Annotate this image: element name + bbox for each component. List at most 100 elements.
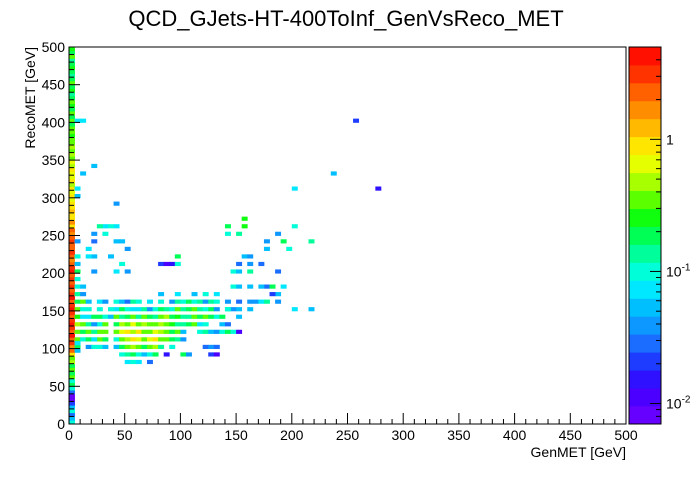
heatmap-cell bbox=[236, 299, 243, 304]
heatmap-cell bbox=[224, 224, 231, 229]
heatmap-cell bbox=[69, 344, 75, 349]
heatmap-cell bbox=[74, 307, 81, 312]
heatmap-cell bbox=[152, 352, 159, 357]
heatmap-cell bbox=[152, 344, 159, 349]
heatmap-cell bbox=[69, 246, 75, 251]
heatmap-cell bbox=[174, 292, 181, 297]
heatmap-cell bbox=[69, 186, 75, 191]
heatmap-cell bbox=[113, 314, 120, 319]
heatmap-cell bbox=[69, 58, 75, 63]
heatmap-cell bbox=[74, 348, 81, 353]
heatmap-cell bbox=[275, 292, 282, 297]
heatmap-cell bbox=[213, 344, 220, 349]
heatmap-cell bbox=[241, 254, 248, 259]
heatmap-cell bbox=[124, 269, 131, 274]
heatmap-cell bbox=[91, 322, 98, 327]
color-scale-segment bbox=[629, 352, 661, 371]
heatmap-cell bbox=[185, 307, 192, 312]
heatmap-cell bbox=[69, 416, 75, 421]
heatmap-cell bbox=[102, 299, 109, 304]
heatmap-cell bbox=[69, 397, 75, 402]
heatmap-cell bbox=[107, 314, 114, 319]
heatmap-cell bbox=[69, 295, 75, 300]
heatmap-cell bbox=[163, 352, 170, 357]
heatmap-cell bbox=[80, 171, 87, 176]
heatmap-cell bbox=[263, 284, 270, 289]
heatmap-cell bbox=[197, 322, 204, 327]
color-scale-segment bbox=[629, 298, 661, 317]
heatmap-cell bbox=[141, 352, 148, 357]
heatmap-cell bbox=[69, 175, 75, 180]
heatmap-cell bbox=[69, 201, 75, 206]
heatmap-cell bbox=[141, 344, 148, 349]
heatmap-cell bbox=[213, 314, 220, 319]
heatmap-cell bbox=[113, 337, 120, 342]
heatmap-cell bbox=[135, 337, 142, 342]
heatmap-cell bbox=[286, 246, 293, 251]
heatmap-cell bbox=[158, 344, 165, 349]
heatmap-cell bbox=[69, 107, 75, 112]
heatmap-cell bbox=[69, 103, 75, 108]
heatmap-cell bbox=[152, 322, 159, 327]
heatmap-cell bbox=[258, 299, 265, 304]
heatmap-cell bbox=[141, 329, 148, 334]
heatmap-cell bbox=[69, 303, 75, 308]
heatmap-cell bbox=[74, 337, 81, 342]
heatmap-cell bbox=[236, 284, 243, 289]
heatmap-cell bbox=[141, 322, 148, 327]
heatmap-cell bbox=[91, 329, 98, 334]
heatmap-cell bbox=[74, 186, 81, 191]
heatmap-cell bbox=[135, 322, 142, 327]
heatmap-cell bbox=[375, 186, 382, 191]
heatmap-cell bbox=[69, 209, 75, 214]
color-scale-segment bbox=[629, 262, 661, 281]
heatmap-cell bbox=[158, 307, 165, 312]
heatmap-cell bbox=[107, 254, 114, 259]
heatmap-cell bbox=[202, 329, 209, 334]
heatmap-cell bbox=[91, 231, 98, 236]
heatmap-cell bbox=[91, 344, 98, 349]
heatmap-cell bbox=[80, 314, 87, 319]
heatmap-cell bbox=[119, 337, 126, 342]
heatmap-cell bbox=[135, 352, 142, 357]
heatmap-cell bbox=[308, 239, 315, 244]
heatmap-cell bbox=[69, 122, 75, 127]
heatmap-cell bbox=[230, 284, 237, 289]
heatmap-cell bbox=[191, 299, 198, 304]
heatmap-cell bbox=[69, 137, 75, 142]
heatmap-cell bbox=[169, 322, 176, 327]
heatmap-cell bbox=[69, 378, 75, 383]
color-scale-segment bbox=[629, 172, 661, 192]
heatmap-cell bbox=[174, 329, 181, 334]
color-scale-segment bbox=[629, 82, 661, 102]
heatmap-cell bbox=[69, 243, 75, 248]
heatmap-cell bbox=[69, 73, 75, 78]
heatmap-cell bbox=[330, 171, 337, 176]
heatmap-cell bbox=[130, 359, 137, 365]
heatmap-cell bbox=[102, 224, 109, 229]
y-axis: 0 50 100 150 200 250 300 350 400 450 500 bbox=[42, 39, 80, 432]
color-scale-segment bbox=[629, 208, 661, 227]
heatmap-cell bbox=[69, 205, 75, 210]
heatmap-cell bbox=[158, 322, 165, 327]
heatmap-cell bbox=[169, 337, 176, 342]
color-scale bbox=[629, 47, 661, 425]
heatmap-cell bbox=[113, 344, 120, 349]
heatmap-cell bbox=[241, 216, 248, 221]
heatmap-cell bbox=[69, 292, 75, 297]
heatmap-cell bbox=[102, 344, 109, 349]
heatmap-cell bbox=[119, 299, 126, 304]
heatmap-cell bbox=[247, 299, 254, 304]
heatmap-cell bbox=[146, 299, 153, 304]
heatmap-cell bbox=[69, 84, 75, 89]
heatmap-cell bbox=[152, 314, 159, 319]
heatmap-cell bbox=[124, 322, 131, 327]
heatmap-cell bbox=[180, 307, 187, 312]
heatmap-cell bbox=[353, 118, 360, 123]
heatmap-cell bbox=[119, 322, 126, 327]
heatmap-cell bbox=[69, 156, 75, 161]
heatmap-cell bbox=[69, 265, 75, 270]
heatmap-cell bbox=[263, 299, 270, 304]
heatmap-cell bbox=[69, 318, 75, 323]
